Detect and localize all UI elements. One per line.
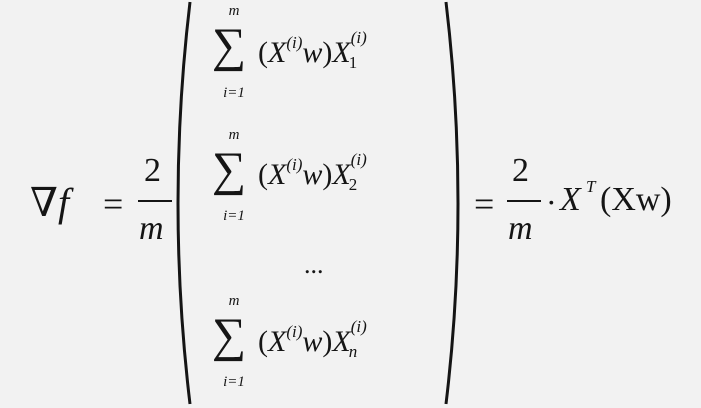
function-f: f	[57, 180, 70, 225]
row-1-upper-limit: m	[228, 3, 240, 19]
row-1-lower-limit: i=1	[223, 85, 245, 101]
gradient-symbol: ∇f	[30, 183, 69, 223]
row-3-sigma: ∑	[212, 309, 247, 362]
row-2-lower-limit: i=1	[223, 208, 245, 224]
row-1-subscript: 1 (i)	[348, 28, 367, 72]
left-paren	[176, 1, 192, 405]
row-1-sigma: ∑	[212, 19, 247, 72]
vertical-ellipsis: ...	[304, 250, 324, 279]
row-2-upper-limit: m	[228, 127, 240, 143]
row-3-subscript: n (i)	[348, 317, 367, 361]
fraction-2-bar	[507, 200, 541, 202]
fraction-1-bar	[138, 200, 172, 202]
row-2-subscript: 2 (i)	[348, 150, 367, 194]
fraction-2-numerator: 2	[512, 152, 529, 189]
fraction-2-denominator: m	[508, 210, 533, 247]
nabla-symbol: ∇	[30, 180, 58, 225]
dot-operator: ·	[546, 184, 557, 220]
row-2-term: (X(i)w)X2 (i)	[258, 150, 367, 194]
equals-sign-2: =	[474, 184, 495, 224]
rhs-X: X	[560, 181, 581, 218]
fraction-1-numerator: 2	[144, 152, 161, 189]
fraction-1-denominator: m	[139, 210, 164, 247]
rhs-product: (Xw)	[600, 181, 672, 218]
row-2-sigma: ∑	[212, 143, 247, 196]
row-1-term: (X(i)w)X1 (i)	[258, 28, 367, 72]
row-3-lower-limit: i=1	[223, 374, 245, 390]
transpose-T: T	[586, 177, 596, 196]
row-3-term: (X(i)w)Xn (i)	[258, 317, 367, 361]
right-paren	[444, 1, 460, 405]
equals-sign-1: =	[103, 184, 124, 224]
row-3-upper-limit: m	[228, 293, 240, 309]
